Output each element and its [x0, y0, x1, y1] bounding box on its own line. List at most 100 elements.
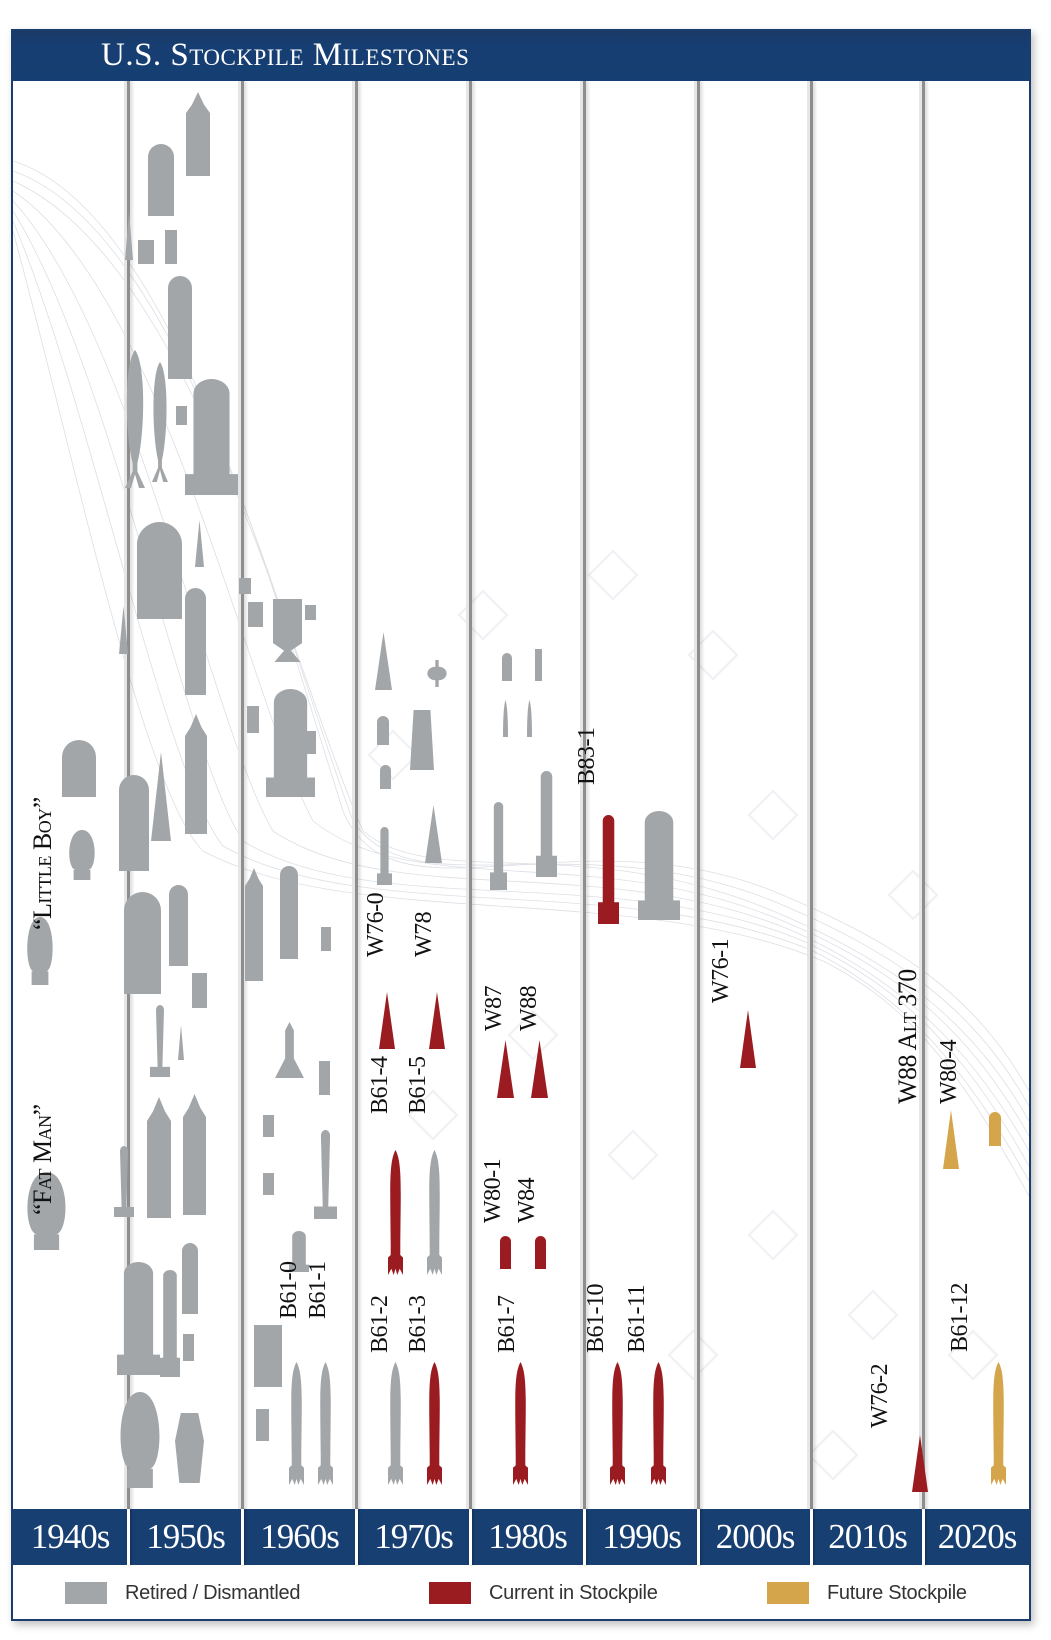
weapon-w-1950-m-icon: [119, 606, 128, 654]
decade-label-1950s: 1950s: [146, 1517, 226, 1556]
weapon-label: W76-1: [708, 938, 734, 1003]
weapon-b61-0-icon: [289, 1362, 304, 1485]
weapon-w-1960-r-icon: [256, 1409, 269, 1441]
stockpile-milestones-panel: U.S. Stockpile Milestones “Little Boy” “F…: [11, 29, 1031, 1621]
weapon-label: B61-0: [276, 1261, 302, 1320]
weapon-w-1950-g-icon: [125, 350, 145, 488]
page-title: U.S. Stockpile Milestones: [101, 37, 470, 73]
weapon-w-1970-e-icon: [380, 765, 391, 789]
decade-divider: [355, 81, 358, 1563]
weapon-w-1980-a-icon: [502, 653, 512, 681]
weapon-b61-12-icon: [991, 1362, 1006, 1485]
weapon-w-1960-o-icon: [314, 1130, 337, 1219]
decade-divider: [241, 81, 244, 1563]
weapon-w-1960-e-icon: [247, 706, 259, 733]
weapon-w-1960-k-icon: [275, 1022, 304, 1078]
decade-label-2020s: 2020s: [937, 1517, 1018, 1556]
weapon-b61-7-icon: [513, 1362, 528, 1485]
weapon-w-1950-q-icon: [151, 752, 171, 841]
weapon-b61-1-icon: [318, 1362, 333, 1485]
decade-axis-divider: [355, 1509, 358, 1565]
weapon-w-1950-v-icon: [178, 1025, 184, 1060]
weapon-w-1950-l-icon: [195, 520, 204, 567]
weapon-w-1950-y-icon: [114, 1146, 134, 1217]
weapon-w-1950-aa-icon: [160, 1270, 180, 1377]
weapon-w-1960-c-icon: [273, 599, 302, 662]
legend-label: Future Stockpile: [827, 1581, 967, 1604]
weapon-w88-alt-370-icon: [943, 1110, 959, 1169]
weapon-w-1980-e-icon: [490, 802, 507, 890]
weapon-b83-1-icon: [598, 815, 619, 924]
legend-label: Current in Stockpile: [489, 1581, 658, 1604]
weapon-b61-10-icon: [610, 1362, 625, 1485]
weapon-w-1960-a-icon: [239, 578, 251, 594]
weapon-w-1950-t-icon: [192, 973, 207, 1008]
weapon-label: B83-1: [574, 727, 600, 786]
weapon-little-boy-1-icon: [62, 740, 96, 797]
weapon-w-1970-c-icon: [377, 716, 389, 745]
weapon-label: W80-4: [936, 1039, 962, 1104]
weapon-w-1960-f-icon: [266, 689, 315, 797]
weapon-label: W76-0: [363, 892, 389, 957]
weapon-w-1980-f-icon: [536, 771, 557, 877]
weapon-w-1950-ae-icon: [175, 1413, 204, 1483]
weapon-label: W88 Alt 370: [893, 969, 922, 1104]
weapon-label: B61-7: [494, 1295, 520, 1354]
weapon-w-1950-ad-icon: [120, 1392, 160, 1488]
weapon-label: B61-1: [305, 1261, 331, 1320]
weapon-w80-4-icon: [989, 1112, 1001, 1146]
weapon-little-boy-2-icon: [69, 830, 95, 880]
weapon-label: W76-2: [867, 1363, 893, 1428]
weapon-w-1960-l-icon: [319, 1061, 330, 1095]
weapon-w-1950-f-icon: [168, 276, 192, 379]
decade-divider: [583, 81, 586, 1563]
weapon-w-1950-ac-icon: [183, 1334, 194, 1361]
weapon-label: “Little Boy”: [28, 797, 57, 930]
weapon-w80-1-icon: [500, 1236, 511, 1269]
weapon-label: B61-3: [405, 1295, 431, 1354]
weapon-b61-11-icon: [651, 1362, 666, 1485]
weapon-w-1950-e-icon: [165, 230, 177, 264]
decade-axis-divider: [697, 1509, 700, 1565]
weapon-w-1970-a-icon: [375, 632, 392, 690]
decade-axis-divider: [241, 1509, 244, 1565]
decade-divider: [697, 81, 700, 1563]
legend-swatch-current: [429, 1582, 471, 1604]
decade-label-2000s: 2000s: [715, 1517, 796, 1556]
weapon-label: B61-10: [583, 1284, 609, 1353]
weapon-b61-3-icon: [427, 1362, 442, 1485]
weapon-w-1970-d-icon: [410, 710, 434, 770]
weapon-w-1960-b-icon: [248, 602, 263, 627]
weapon-w78-icon: [429, 992, 445, 1049]
decade-label-1970s: 1970s: [374, 1517, 454, 1556]
decade-label-2010s: 2010s: [828, 1517, 908, 1556]
weapon-w87-icon: [497, 1040, 514, 1098]
weapon-label: W80-1: [480, 1158, 506, 1223]
decade-divider: [922, 81, 925, 1563]
weapon-w-1980-c-icon: [503, 700, 508, 737]
weapon-w-1950-u-icon: [150, 1005, 170, 1077]
weapon-w-1950-b-icon: [148, 144, 174, 216]
weapon-w-1950-s-icon: [169, 885, 188, 966]
weapon-w-1950-n-icon: [185, 588, 206, 695]
weapon-w-1960-i-icon: [280, 866, 298, 959]
weapon-label: W78: [411, 911, 437, 957]
weapon-w-1980-b-icon: [535, 649, 542, 681]
weapon-label: B61-5: [405, 1056, 431, 1115]
weapon-w-1950-w-icon: [147, 1097, 171, 1218]
weapon-w-1960-g-icon: [305, 731, 316, 754]
weapon-w76-0-icon: [379, 992, 395, 1049]
weapon-b61-4-icon: [388, 1150, 403, 1275]
weapon-w-1950-h-icon: [152, 362, 168, 482]
weapon-label: B61-2: [367, 1295, 393, 1354]
weapon-w84-icon: [535, 1236, 546, 1269]
weapon-label: W88: [516, 985, 542, 1031]
weapon-w-1950-j-icon: [185, 379, 238, 495]
legend-item-future: Future Stockpile: [767, 1580, 967, 1606]
weapon-w-1950-p-icon: [119, 775, 149, 871]
weapon-fat-man-icon: [27, 1172, 66, 1250]
weapon-w88-icon: [531, 1040, 548, 1098]
weapon-label: “Fat Man”: [28, 1104, 57, 1215]
weapon-b61-2-icon: [388, 1362, 403, 1485]
weapon-label: W87: [481, 985, 507, 1031]
